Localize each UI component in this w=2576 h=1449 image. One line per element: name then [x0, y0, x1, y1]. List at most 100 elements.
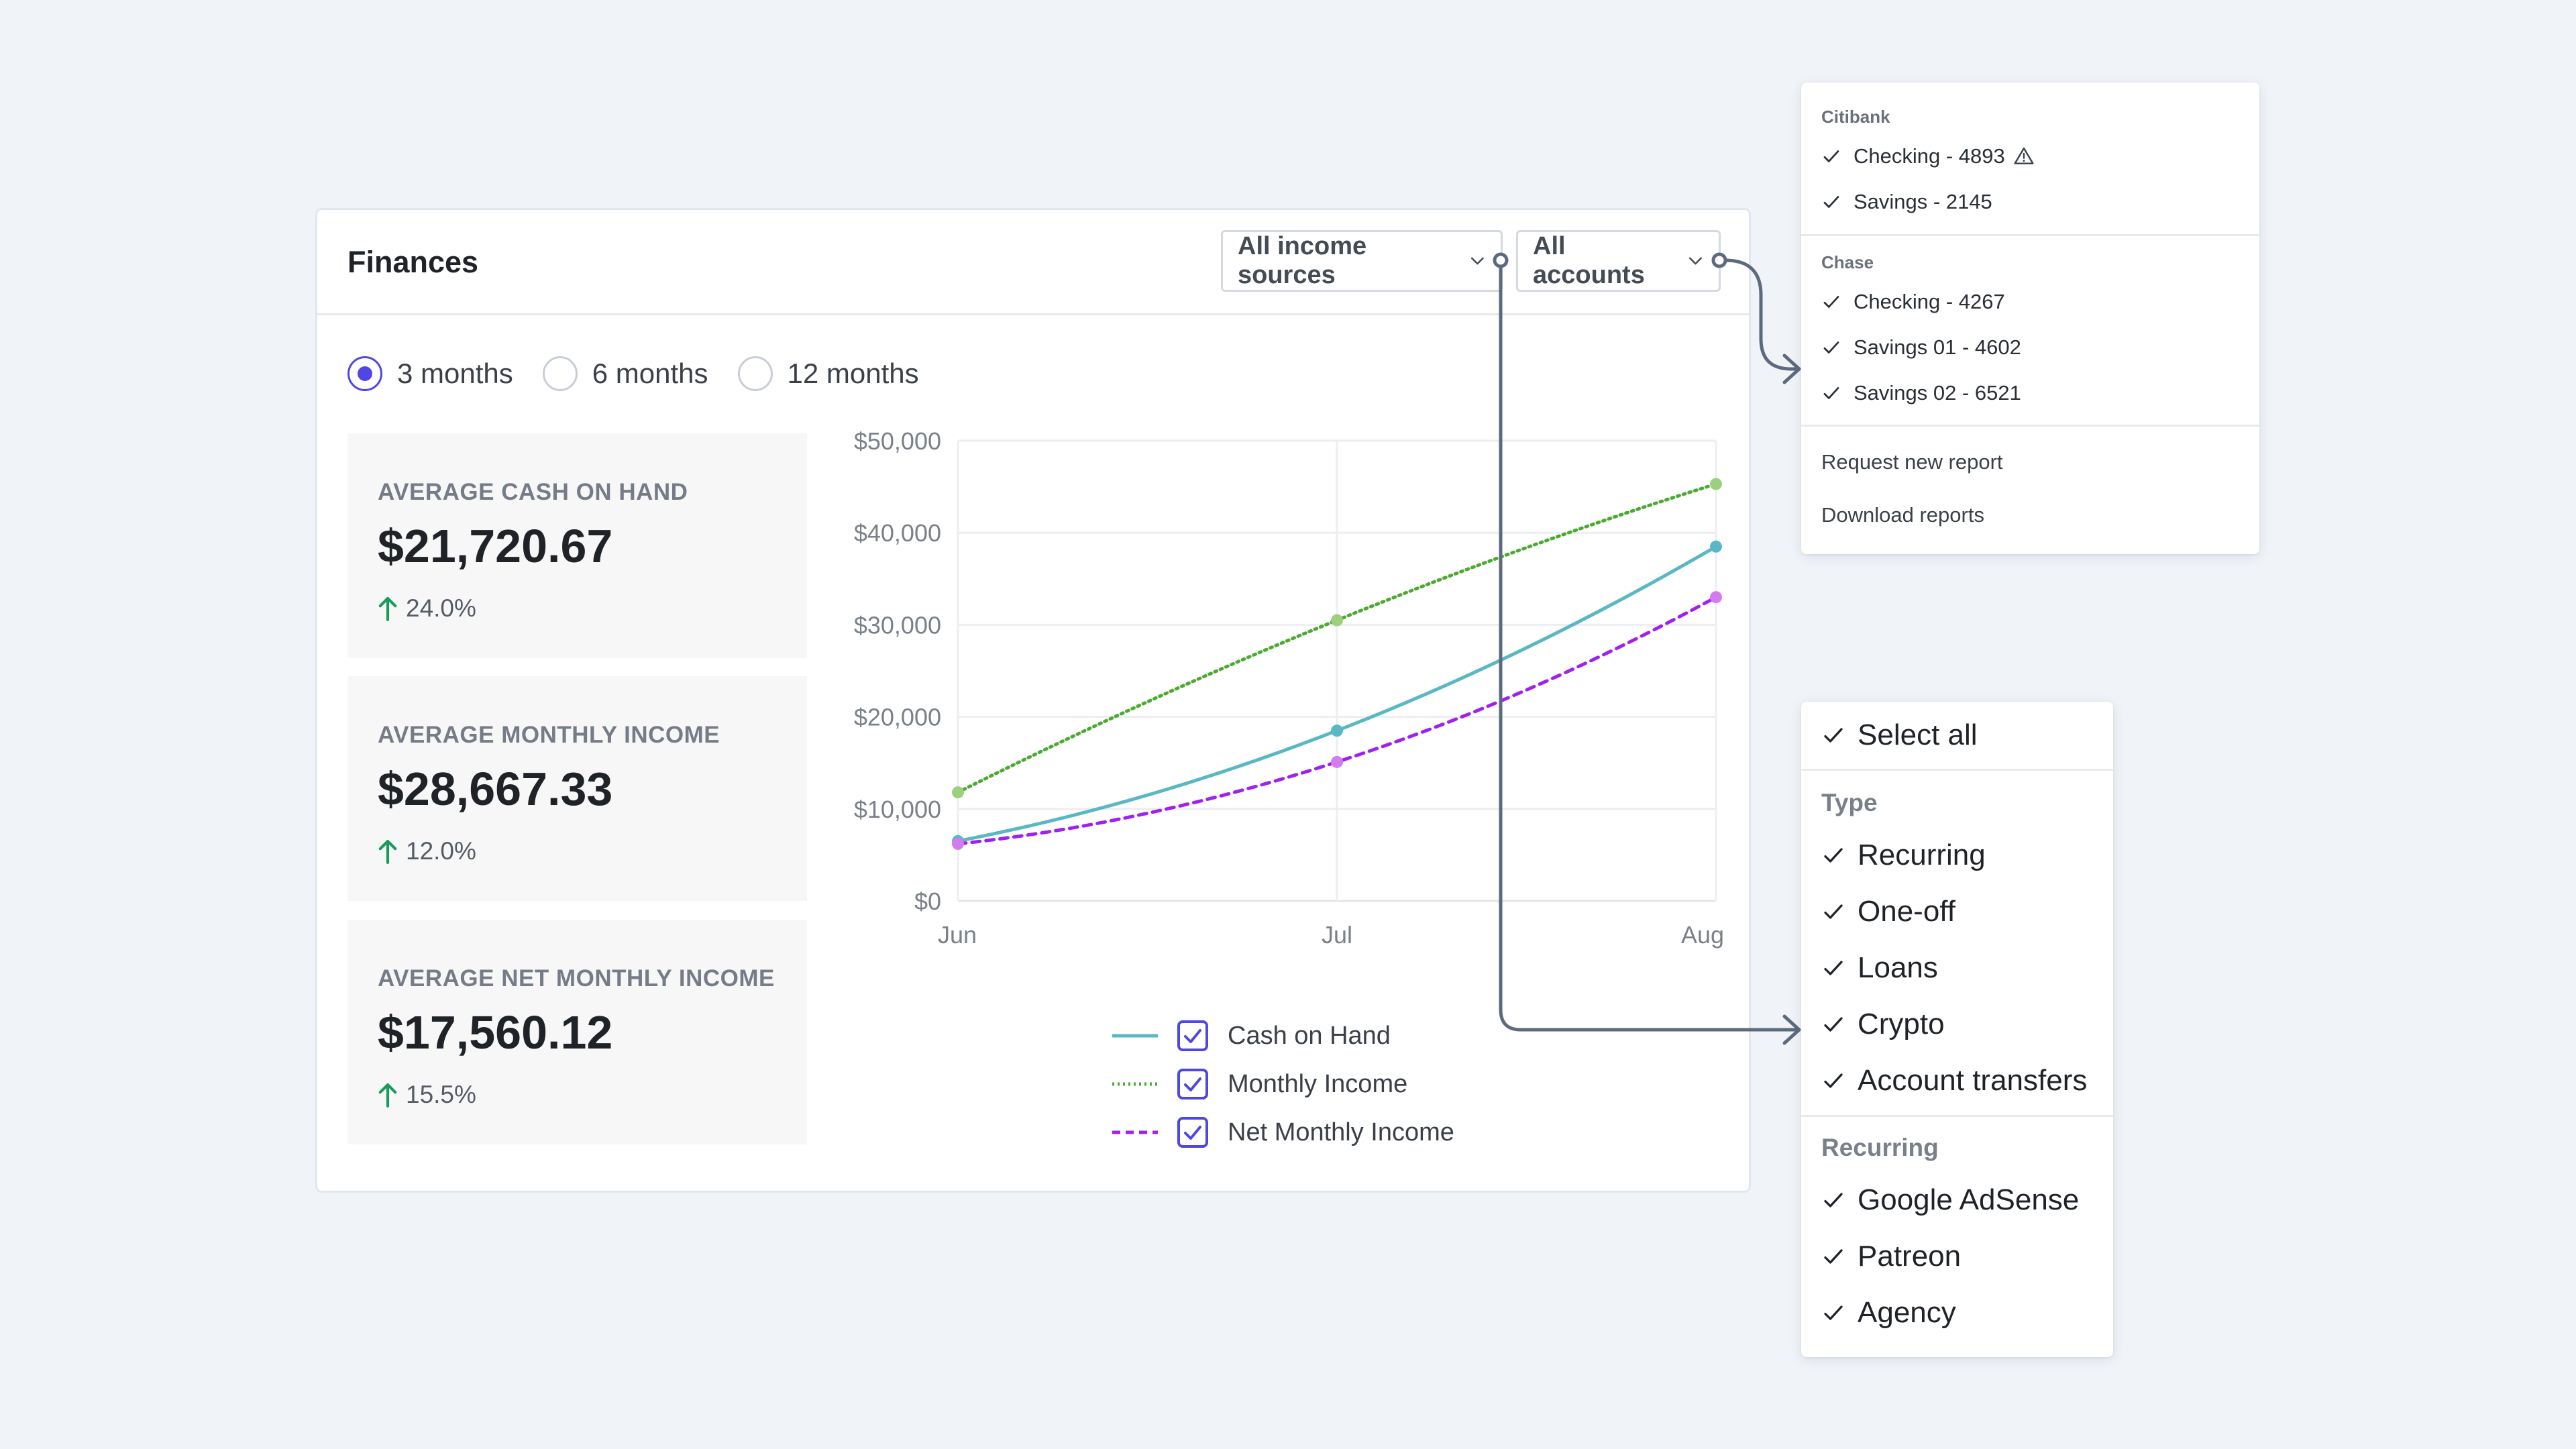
legend-line-dashed [1112, 1130, 1158, 1134]
menu-item-label: Checking - 4267 [1854, 290, 2005, 313]
menu-item-chase-savings-01[interactable]: Savings 01 - 4602 [1821, 335, 2021, 360]
income-sources-menu: Select all Type Recurring One-off Loans … [1801, 702, 2113, 1357]
page-title: Finances [347, 245, 479, 279]
check-icon [1824, 1249, 1843, 1264]
menu-item-crypto[interactable]: Crypto [1821, 1008, 1945, 1041]
menu-item-account-transfers[interactable]: Account transfers [1821, 1064, 2087, 1097]
menu-item-label: Crypto [1858, 1008, 1945, 1040]
data-point [1331, 614, 1343, 627]
radio-6-months[interactable]: 6 months [542, 356, 708, 391]
y-tick-label: $40,000 [854, 519, 941, 547]
arrow-up-icon [378, 596, 397, 621]
radio-12-months[interactable]: 12 months [737, 356, 919, 391]
stat-label: AVERAGE NET MONTHLY INCOME [378, 965, 775, 991]
data-point [1331, 755, 1343, 768]
y-tick-label: $10,000 [854, 796, 941, 823]
check-icon [1823, 387, 1839, 399]
checkbox-checked-icon[interactable] [1177, 1068, 1209, 1100]
chevron-down-icon [1689, 257, 1703, 265]
x-tick-label: Jul [1322, 921, 1352, 949]
data-point [952, 837, 964, 850]
check-icon [1824, 1193, 1843, 1208]
stat-value: $21,720.67 [378, 520, 613, 572]
menu-item-label: Savings - 2145 [1854, 190, 1992, 213]
stat-monthly-income: AVERAGE MONTHLY INCOME $28,667.33 12.0% [347, 676, 807, 901]
y-tick-label: $0 [914, 888, 941, 915]
stat-label: AVERAGE MONTHLY INCOME [378, 722, 720, 748]
menu-group-chase: Chase [1821, 252, 1874, 272]
menu-item-citibank-savings[interactable]: Savings - 2145 [1821, 190, 1992, 214]
data-point [1710, 591, 1722, 604]
menu-item-label: Savings 01 - 4602 [1854, 335, 2021, 359]
menu-item-label: Google AdSense [1858, 1183, 2080, 1216]
menu-item-label: Select all [1858, 718, 1978, 751]
checkbox-checked-icon[interactable] [1177, 1020, 1209, 1052]
y-tick-label: $30,000 [854, 611, 941, 639]
data-point [1710, 540, 1722, 553]
menu-item-patreon[interactable]: Patreon [1821, 1240, 1961, 1273]
divider [1801, 769, 2113, 771]
menu-item-google-adsense[interactable]: Google AdSense [1821, 1183, 2079, 1217]
check-icon [1823, 296, 1839, 308]
menu-item-label: Loans [1858, 951, 1938, 984]
legend-label: Monthly Income [1228, 1069, 1408, 1098]
stat-change: 12.0% [378, 837, 476, 865]
divider [1801, 234, 2259, 236]
data-point [952, 786, 964, 799]
accounts-menu: Citibank Checking - 4893 Savings - 2145 … [1801, 83, 2259, 554]
check-icon [1824, 1073, 1843, 1088]
check-icon [1824, 904, 1843, 919]
range-selector: 3 months 6 months 12 months [347, 356, 919, 391]
menu-item-chase-savings-02[interactable]: Savings 02 - 6521 [1821, 381, 2021, 405]
arrow-up-icon [378, 1083, 397, 1108]
income-sources-label: All income sources [1238, 232, 1367, 289]
request-new-report-link[interactable]: Request new report [1821, 450, 2003, 474]
check-icon [1823, 341, 1839, 354]
menu-group-citibank: Citibank [1821, 107, 1890, 127]
legend-line-solid [1112, 1034, 1158, 1038]
stat-value: $17,560.12 [378, 1006, 613, 1059]
stat-change-value: 12.0% [406, 837, 476, 865]
income-sources-dropdown[interactable]: All income sources [1221, 230, 1503, 292]
radio-button-icon [737, 356, 773, 391]
legend-item-net-monthly-income[interactable]: Net Monthly Income [1112, 1108, 1454, 1157]
warning-icon [2014, 147, 2034, 164]
legend-line-dotted [1112, 1082, 1158, 1086]
menu-item-one-off[interactable]: One-off [1821, 895, 1955, 928]
menu-item-label: Patreon [1858, 1240, 1962, 1273]
menu-item-chase-checking[interactable]: Checking - 4267 [1821, 290, 2005, 314]
stat-value: $28,667.33 [378, 763, 613, 815]
line-chart: $0 $10,000 $20,000 $30,000 $40,000 $50,000 Jun… [854, 427, 1724, 949]
arrow-right-icon [1782, 354, 1801, 384]
x-tick-label: Jun [938, 921, 977, 949]
radio-label: 3 months [397, 358, 513, 389]
finances-card: Finances All income sources All accounts… [315, 208, 1751, 1193]
stat-cash-on-hand: AVERAGE CASH ON HAND $21,720.67 24.0% [347, 433, 807, 658]
y-tick-label: $20,000 [854, 704, 941, 731]
check-icon [1824, 961, 1843, 975]
legend-item-cash-on-hand[interactable]: Cash on Hand [1112, 1012, 1454, 1060]
download-reports-link[interactable]: Download reports [1821, 503, 1984, 527]
checkbox-checked-icon[interactable] [1177, 1116, 1209, 1148]
radio-3-months[interactable]: 3 months [347, 356, 513, 391]
arrow-right-icon [1782, 1014, 1801, 1045]
menu-item-citibank-checking[interactable]: Checking - 4893 [1821, 144, 2035, 168]
menu-group-recurring: Recurring [1821, 1134, 1939, 1161]
arrow-up-icon [378, 839, 397, 864]
menu-item-agency[interactable]: Agency [1821, 1296, 1956, 1330]
x-tick-label: Aug [1681, 921, 1724, 949]
legend-item-monthly-income[interactable]: Monthly Income [1112, 1060, 1454, 1108]
menu-item-label: Account transfers [1858, 1064, 2088, 1097]
stat-label: AVERAGE CASH ON HAND [378, 479, 688, 505]
check-icon [1823, 150, 1839, 162]
check-icon [1824, 848, 1843, 863]
chevron-down-icon [1471, 257, 1485, 265]
divider [1801, 425, 2259, 427]
menu-item-recurring[interactable]: Recurring [1821, 839, 1986, 872]
data-point [1331, 724, 1343, 737]
menu-item-select-all[interactable]: Select all [1821, 718, 1978, 752]
stat-change: 15.5% [378, 1081, 476, 1109]
menu-item-loans[interactable]: Loans [1821, 951, 1938, 985]
radio-button-icon [542, 356, 578, 391]
